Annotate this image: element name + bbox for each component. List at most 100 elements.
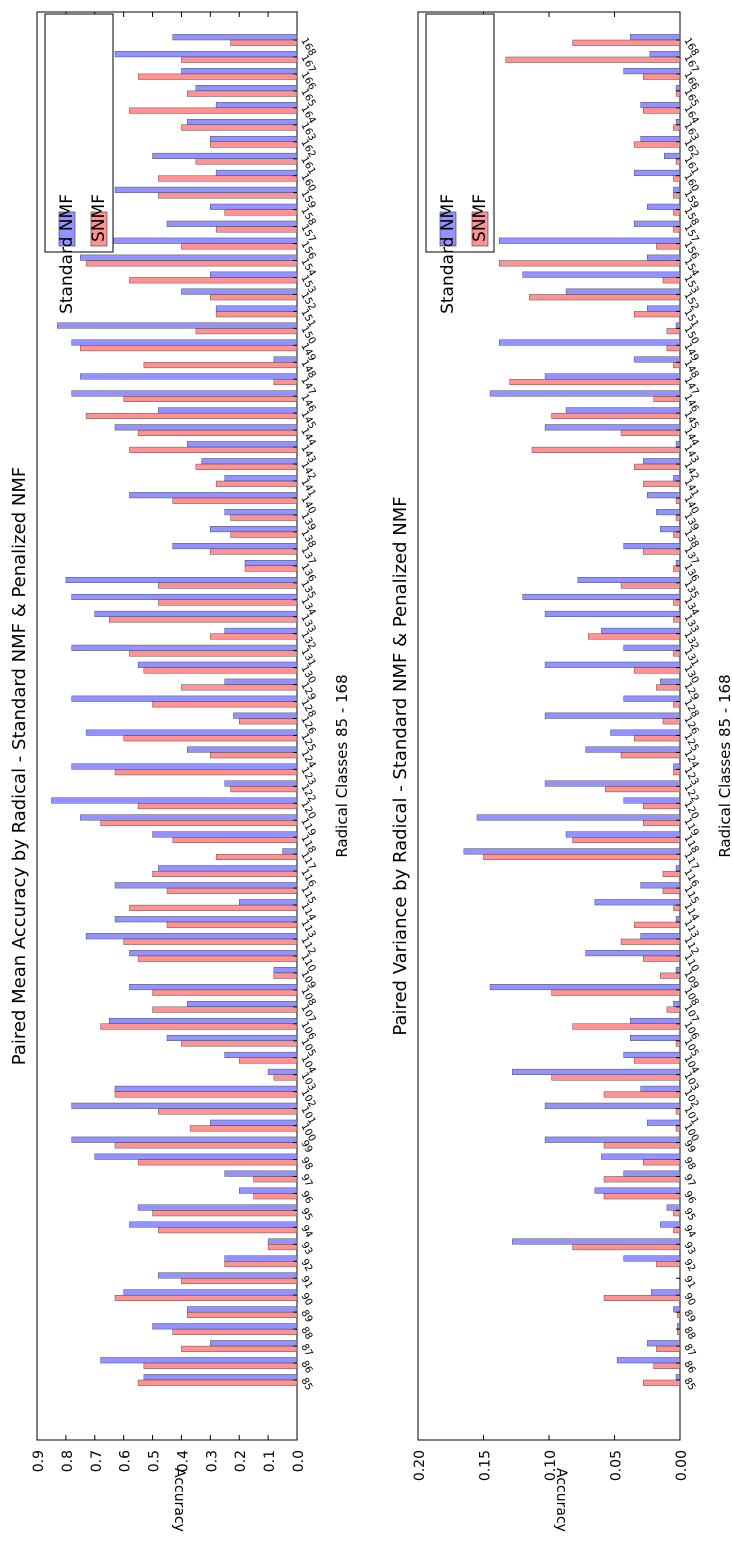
bar-snmf [673, 599, 681, 606]
bar-snmf [653, 1362, 681, 1369]
bar-standard-nmf [158, 1272, 298, 1279]
bar-standard-nmf [623, 68, 681, 75]
bar-standard-nmf [544, 712, 681, 719]
bar-standard-nmf [489, 390, 681, 397]
bar-snmf [152, 1210, 298, 1217]
bar-standard-nmf [210, 1119, 298, 1126]
bar-snmf [509, 379, 681, 386]
bar-snmf [230, 786, 298, 793]
bar-snmf [80, 345, 298, 352]
bar-standard-nmf [640, 933, 681, 940]
bar-snmf [643, 107, 681, 114]
bar-standard-nmf [640, 102, 681, 109]
bar-snmf [633, 463, 681, 470]
bar-standard-nmf [544, 424, 681, 431]
bar-standard-nmf [565, 288, 681, 295]
bar-standard-nmf [187, 1001, 298, 1008]
x-tick-label: 91 [681, 1274, 697, 1291]
bar-standard-nmf [71, 1136, 298, 1143]
bar-standard-nmf [181, 288, 298, 295]
bar-snmf [172, 1328, 298, 1335]
bar-snmf [620, 752, 681, 759]
bar-standard-nmf [215, 102, 298, 109]
bar-snmf [181, 124, 298, 131]
bar-snmf [673, 226, 681, 233]
x-tick-label: 168 [298, 36, 317, 58]
x-tick-label: 94 [298, 1223, 314, 1240]
y-tick-label: 0.5 [147, 1450, 163, 1472]
x-axis-label: Radical Classes 85 - 168 [333, 674, 351, 857]
legend-label: SNMF [89, 194, 109, 242]
x-tick-label: 86 [681, 1359, 697, 1376]
bar-standard-nmf [640, 882, 681, 889]
x-tick-label: 97 [298, 1172, 314, 1189]
y-tick-label: 0.7 [89, 1450, 105, 1472]
bar-snmf [114, 769, 298, 776]
bar-snmf [673, 192, 681, 199]
bar-snmf [666, 345, 681, 352]
bar-snmf [660, 972, 681, 979]
bar-snmf [239, 718, 298, 725]
bar-standard-nmf [660, 678, 681, 685]
bar-snmf [673, 124, 681, 131]
bar-snmf [603, 1176, 681, 1183]
bar-snmf [572, 39, 681, 46]
bar-standard-nmf [623, 1051, 681, 1058]
bar-standard-nmf [239, 1187, 298, 1194]
bar-standard-nmf [114, 51, 298, 58]
bar-standard-nmf [647, 254, 681, 261]
bar-standard-nmf [633, 220, 681, 227]
y-axis-label: Accuracy [171, 1468, 187, 1532]
bar-snmf [215, 226, 298, 233]
y-tick-label: 0.0 [291, 1450, 307, 1472]
bar-snmf [181, 1345, 298, 1352]
bar-snmf [662, 887, 681, 894]
y-tick-label: 0.1 [262, 1450, 278, 1472]
bar-standard-nmf [158, 407, 298, 414]
bar-standard-nmf [224, 678, 298, 685]
bar-snmf [244, 565, 298, 572]
bar-snmf [588, 633, 681, 640]
bar-snmf [195, 158, 298, 165]
bar-snmf [210, 752, 298, 759]
bar-standard-nmf [210, 135, 298, 142]
bar-snmf [114, 1142, 298, 1149]
bar-standard-nmf [51, 797, 298, 804]
bar-standard-nmf [616, 1357, 681, 1364]
bar-standard-nmf [187, 746, 298, 753]
bar-snmf [529, 294, 681, 301]
bar-standard-nmf [623, 1255, 681, 1262]
bar-standard-nmf [85, 933, 298, 940]
bar-snmf [181, 1040, 298, 1047]
bar-snmf [230, 514, 298, 521]
bar-snmf [675, 1108, 681, 1115]
bar-standard-nmf [673, 1306, 681, 1313]
bar-standard-nmf [71, 593, 298, 600]
bar-standard-nmf [210, 526, 298, 533]
bar-snmf [273, 1074, 298, 1081]
x-tick-label: 93 [681, 1240, 697, 1257]
x-tick-label: 95 [681, 1206, 697, 1223]
chart-panel-2: 0.00 0.05 0.10 0.15 0.20 Accuracy Paired Varia… [390, 11, 732, 1532]
bar-standard-nmf [224, 1255, 298, 1262]
y-tick-label: 0.20 [412, 1450, 428, 1481]
x-tick-label: 97 [681, 1172, 697, 1189]
bar-standard-nmf [65, 576, 298, 583]
bar-standard-nmf [675, 916, 681, 923]
x-tick-label: 88 [681, 1325, 697, 1342]
bar-snmf [253, 1193, 298, 1200]
bar-standard-nmf [143, 1374, 298, 1381]
bar-snmf [643, 803, 681, 810]
bar-standard-nmf [71, 339, 298, 346]
bar-standard-nmf [585, 746, 681, 753]
bar-standard-nmf [224, 475, 298, 482]
bar-standard-nmf [666, 1204, 681, 1211]
bar-snmf [152, 870, 298, 877]
bar-snmf [273, 379, 298, 386]
bar-standard-nmf [630, 1034, 681, 1041]
bar-snmf [643, 548, 681, 555]
bar-standard-nmf [267, 1238, 298, 1245]
bar-snmf [505, 56, 681, 63]
x-tick-label: 90 [298, 1291, 314, 1308]
